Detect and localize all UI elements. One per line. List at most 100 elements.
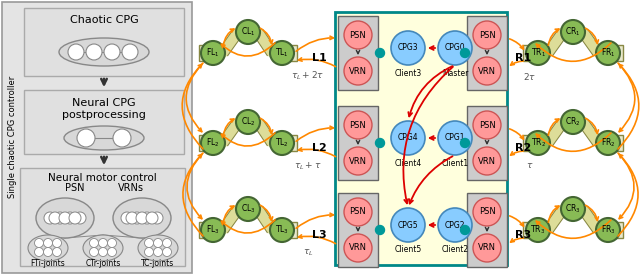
Text: TL$_3$: TL$_3$ [275,224,289,236]
Circle shape [526,131,550,155]
Circle shape [236,197,260,221]
Circle shape [74,212,86,224]
Circle shape [438,208,472,242]
Text: CTr-joints: CTr-joints [85,260,121,268]
Text: CPG3: CPG3 [397,43,419,53]
Circle shape [376,226,385,235]
FancyBboxPatch shape [284,45,297,61]
Circle shape [270,218,294,242]
Text: VRN: VRN [478,156,496,166]
Text: Single chaotic CPG controller: Single chaotic CPG controller [8,76,17,198]
Circle shape [473,21,501,49]
Circle shape [561,197,585,221]
FancyBboxPatch shape [199,45,212,61]
Text: Neural motor control: Neural motor control [48,173,157,183]
Ellipse shape [28,235,68,261]
Circle shape [99,238,108,248]
Circle shape [52,248,61,257]
FancyBboxPatch shape [20,168,185,266]
Text: L2: L2 [312,143,327,153]
FancyBboxPatch shape [2,2,192,273]
FancyBboxPatch shape [335,12,507,265]
Text: R2: R2 [515,143,531,153]
FancyBboxPatch shape [523,45,536,61]
Text: VRNs: VRNs [118,183,143,193]
Text: PSN: PSN [349,31,366,40]
Circle shape [344,234,372,262]
Circle shape [122,44,138,60]
Text: Client5: Client5 [394,246,422,254]
FancyBboxPatch shape [199,222,212,238]
Text: VRN: VRN [349,156,367,166]
Text: R1: R1 [515,53,531,63]
Text: TL$_1$: TL$_1$ [275,47,289,59]
Text: L3: L3 [312,230,327,240]
Circle shape [473,57,501,85]
Text: PSN: PSN [479,208,495,216]
Circle shape [90,238,99,248]
Text: PSN: PSN [479,31,495,40]
Circle shape [121,212,133,224]
Text: FL$_1$: FL$_1$ [206,47,220,59]
Circle shape [154,248,163,257]
FancyBboxPatch shape [24,8,184,76]
Circle shape [473,198,501,226]
Text: VRN: VRN [349,243,367,252]
Ellipse shape [138,235,178,261]
Circle shape [49,212,61,224]
Circle shape [59,212,71,224]
Ellipse shape [113,198,171,238]
Circle shape [86,44,102,60]
Circle shape [461,226,470,235]
Text: R3: R3 [515,230,531,240]
Circle shape [461,139,470,147]
Circle shape [151,212,163,224]
Circle shape [146,212,158,224]
Circle shape [596,41,620,65]
Circle shape [108,248,116,257]
Text: CL$_3$: CL$_3$ [241,203,255,215]
Circle shape [64,212,76,224]
Text: CPG4: CPG4 [397,133,419,142]
Text: FR$_2$: FR$_2$ [601,137,615,149]
Circle shape [44,212,56,224]
Circle shape [35,248,44,257]
Circle shape [201,41,225,65]
Circle shape [473,147,501,175]
Circle shape [108,238,116,248]
Circle shape [376,139,385,147]
Text: Chaotic CPG: Chaotic CPG [70,15,138,25]
Circle shape [163,248,172,257]
Circle shape [391,208,425,242]
Circle shape [145,238,154,248]
Text: TR$_2$: TR$_2$ [531,137,545,149]
Circle shape [90,248,99,257]
Circle shape [344,147,372,175]
Circle shape [438,31,472,65]
Circle shape [526,41,550,65]
FancyBboxPatch shape [467,106,507,180]
Text: PSN: PSN [479,120,495,130]
Circle shape [113,129,131,147]
Text: TC-joints: TC-joints [141,260,175,268]
Ellipse shape [36,198,94,238]
Circle shape [201,218,225,242]
Text: $\tau_L + 2\tau$: $\tau_L + 2\tau$ [291,70,324,82]
Text: Client1: Client1 [442,158,468,167]
Text: $\tau$: $\tau$ [526,161,534,170]
Circle shape [236,110,260,134]
Text: $\tau_L$: $\tau_L$ [303,248,314,258]
Text: FL$_3$: FL$_3$ [206,224,220,236]
Circle shape [438,121,472,155]
Text: VRN: VRN [478,67,496,76]
Circle shape [154,238,163,248]
FancyBboxPatch shape [284,222,297,238]
Text: VRN: VRN [478,243,496,252]
Text: FL$_2$: FL$_2$ [206,137,220,149]
Circle shape [201,131,225,155]
Text: PSN: PSN [349,208,366,216]
Text: CL$_2$: CL$_2$ [241,116,255,128]
Text: CR$_3$: CR$_3$ [565,203,581,215]
FancyBboxPatch shape [467,193,507,267]
Text: CPG0: CPG0 [445,43,465,53]
